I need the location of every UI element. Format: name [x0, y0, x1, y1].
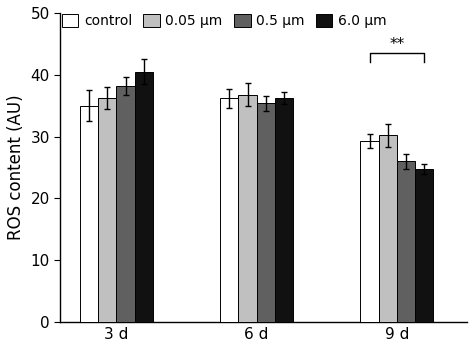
- Y-axis label: ROS content (AU): ROS content (AU): [7, 95, 25, 240]
- Bar: [117, 86, 135, 322]
- Bar: [379, 135, 397, 322]
- Bar: [256, 103, 275, 322]
- Bar: [238, 95, 256, 322]
- Text: **: **: [389, 37, 404, 52]
- Bar: [80, 106, 98, 322]
- Bar: [98, 98, 117, 322]
- Bar: [220, 98, 238, 322]
- Bar: [360, 141, 379, 322]
- Bar: [135, 72, 153, 322]
- Bar: [415, 169, 433, 322]
- Legend: control, 0.05 μm, 0.5 μm, 6.0 μm: control, 0.05 μm, 0.5 μm, 6.0 μm: [62, 14, 386, 28]
- Bar: [397, 161, 415, 322]
- Bar: [275, 98, 293, 322]
